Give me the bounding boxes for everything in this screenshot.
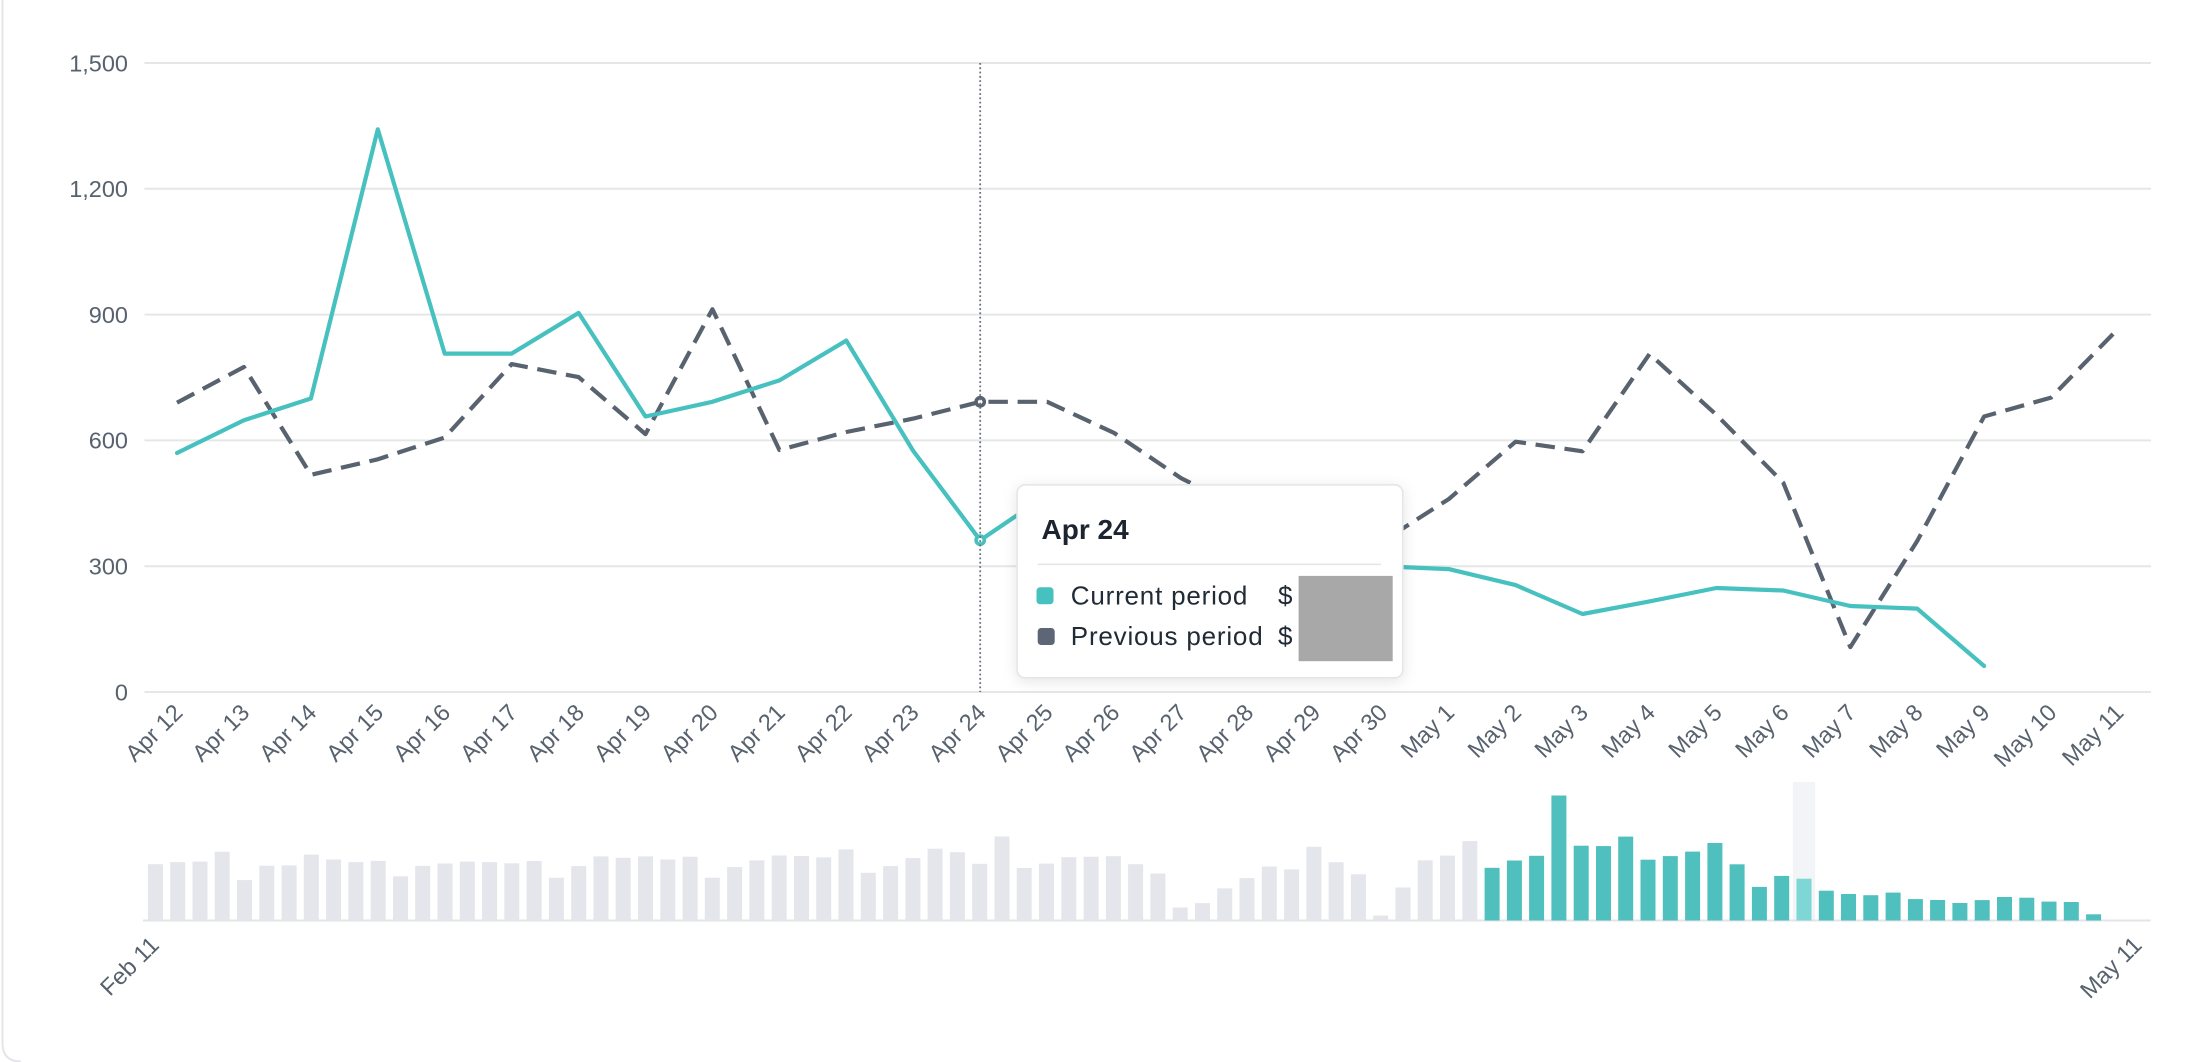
svg-text:May 3: May 3: [1529, 699, 1593, 763]
svg-text:600: 600: [89, 428, 128, 454]
svg-text:0: 0: [115, 679, 128, 705]
svg-text:Apr 15: Apr 15: [321, 699, 388, 766]
svg-text:Apr 23: Apr 23: [856, 699, 923, 766]
svg-text:900: 900: [89, 302, 128, 328]
svg-text:May 6: May 6: [1730, 699, 1794, 763]
svg-text:$: $: [1278, 581, 1293, 611]
svg-text:Apr 26: Apr 26: [1057, 699, 1124, 766]
svg-text:Apr 21: Apr 21: [723, 699, 790, 766]
svg-text:Apr 13: Apr 13: [187, 699, 254, 766]
svg-text:Apr 12: Apr 12: [120, 699, 187, 766]
svg-text:May 2: May 2: [1462, 699, 1526, 763]
svg-text:Apr 24: Apr 24: [923, 699, 990, 766]
svg-text:Apr 24: Apr 24: [1042, 514, 1130, 545]
svg-text:May 7: May 7: [1797, 699, 1861, 763]
svg-text:May 9: May 9: [1931, 699, 1995, 763]
svg-text:Apr 16: Apr 16: [388, 699, 455, 766]
svg-text:Apr 29: Apr 29: [1258, 699, 1325, 766]
svg-text:$: $: [1278, 621, 1293, 651]
svg-text:Apr 28: Apr 28: [1191, 699, 1258, 766]
svg-text:300: 300: [89, 554, 128, 580]
svg-text:Apr 22: Apr 22: [789, 699, 856, 766]
svg-text:May 5: May 5: [1663, 699, 1727, 763]
svg-text:Apr 14: Apr 14: [254, 699, 321, 766]
svg-text:May 11: May 11: [2057, 699, 2129, 771]
svg-text:Apr 25: Apr 25: [990, 699, 1057, 766]
svg-text:Apr 18: Apr 18: [522, 699, 589, 766]
svg-text:Feb 11: Feb 11: [95, 932, 164, 1001]
svg-text:Apr 19: Apr 19: [589, 699, 656, 766]
svg-text:Apr 17: Apr 17: [455, 699, 522, 766]
svg-text:Apr 20: Apr 20: [656, 699, 723, 766]
svg-text:May 4: May 4: [1596, 699, 1660, 763]
svg-text:Previous period: Previous period: [1071, 621, 1264, 651]
svg-text:May 8: May 8: [1864, 699, 1928, 763]
svg-text:Apr 27: Apr 27: [1124, 699, 1191, 766]
svg-text:1,200: 1,200: [69, 176, 128, 202]
svg-text:May 11: May 11: [2075, 932, 2147, 1004]
svg-text:Current period: Current period: [1071, 581, 1248, 611]
svg-text:May 1: May 1: [1396, 699, 1460, 763]
svg-text:May 10: May 10: [1989, 699, 2062, 772]
svg-text:1,500: 1,500: [69, 50, 128, 76]
svg-text:Apr 30: Apr 30: [1325, 699, 1392, 766]
